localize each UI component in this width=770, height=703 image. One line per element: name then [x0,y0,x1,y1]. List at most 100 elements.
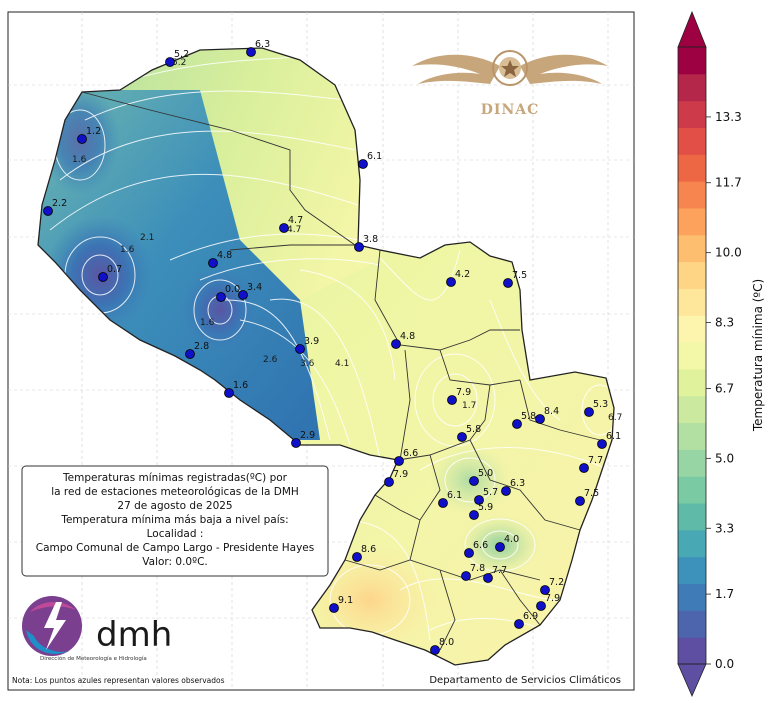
station-marker [329,603,339,613]
colorbar-tick-label: 8.3 [715,316,734,330]
station-marker [469,510,479,520]
station-marker [597,439,607,449]
station-marker [98,272,108,282]
footer-department: Departamento de Servicios Climáticos [429,674,621,686]
colorbar-tick-label: 11.7 [715,176,742,190]
station-value-label: 7.7 [588,455,603,466]
station-marker [483,573,493,583]
info-line-6: Campo Comunal de Campo Largo - President… [36,542,315,554]
colorbar-swatch [678,315,706,343]
station-marker [461,571,471,581]
station-marker [503,278,513,288]
station-marker [246,47,256,57]
colorbar-tick-label: 13.3 [715,110,742,124]
station-marker [279,223,289,233]
station-value-label: 6.6 [403,448,418,459]
colorbar-swatch [678,503,706,531]
station-value-label: 7.8 [470,563,485,574]
station-value-label: 4.8 [400,331,415,342]
station-value-label: 5.7 [483,487,498,498]
station-value-label: 8.6 [361,544,376,555]
station-value-label: 7.7 [492,565,507,576]
colorbar-swatch [678,154,706,182]
station-marker [535,414,545,424]
colorbar-swatch [678,583,706,611]
station-marker [446,277,456,287]
colorbar-min-arrow [677,663,707,697]
colorbar-swatch [678,181,706,209]
station-marker [185,349,195,359]
station-marker [358,159,368,169]
station-markers: 6.3 5.2 1.2 6.1 2.2 4.7 3.8 4.8 0.7 0.0 3.4 4.2 7.5 2… [43,39,621,655]
station-value-label: 4.2 [455,269,470,280]
station-marker [464,548,474,558]
station-marker [469,476,479,486]
station-value-label: 3.9 [304,336,319,347]
info-line-7: Valor: 0.0ºC. [142,556,207,568]
station-value-label: 2.2 [52,198,67,209]
station-value-label: 5.0 [478,468,493,479]
station-value-label: 5.8 [466,424,481,435]
station-value-label: 2.9 [300,430,315,441]
station-value-label: 6.1 [367,151,382,162]
colorbar-swatch [678,368,706,397]
info-line-5: Localidad : [147,528,204,540]
station-value-label: 5.9 [478,502,493,513]
contour-label: 6.7 [608,413,622,423]
station-marker [584,407,594,417]
station-value-label: 4.8 [217,250,232,261]
station-value-label: 6.1 [447,490,462,501]
station-marker [224,388,234,398]
station-value-label: 5.3 [593,399,608,410]
colorbar-swatch [678,610,706,638]
colorbar-swatch [678,342,706,370]
contour-label: 1.6 [200,318,215,328]
colorbar-tick-label: 0.0 [715,657,734,671]
station-value-label: 1.2 [86,126,101,137]
contour-label: 1.6 [120,245,135,255]
info-line-4: Temperatura mínima más baja a nivel país… [60,514,288,526]
station-marker [438,498,448,508]
footer-note: Nota: Los puntos azules representan valo… [12,676,225,685]
contour-labels: 5.2 1.6 2.1 1.6 4.7 1.6 2.6 3.6 4.1 1.7 6.7 [72,58,622,423]
dinac-logo: DINAC [412,50,608,118]
colorbar-tick-label: 1.7 [715,587,734,601]
station-value-label: 4.0 [504,534,519,545]
colorbar-swatch [678,422,706,450]
station-value-label: 6.3 [255,39,270,50]
station-value-label: 6.6 [473,540,488,551]
station-marker [575,496,585,506]
info-line-1: Temperaturas mínimas registradas(ºC) por [62,472,288,484]
colorbar-swatch [678,449,706,477]
station-value-label: 0.7 [107,264,122,275]
colorbar-swatch [678,127,706,155]
colorbar: 13.3 11.7 10.0 8.3 6.7 5.0 3.3 1.7 0.0 [677,10,742,697]
station-value-label: 4.7 [288,215,303,226]
station-marker [77,134,87,144]
station-marker [501,486,511,496]
dmh-logo-name: dmh [96,615,172,655]
colorbar-swatch [678,47,706,75]
station-marker [512,419,522,429]
colorbar-swatch [678,556,706,585]
station-value-label: 7.9 [393,469,408,480]
station-value-label: 6.9 [523,611,538,622]
station-value-label: 3.8 [363,234,378,245]
colorbar-swatch [678,73,706,102]
station-marker [540,585,550,595]
colorbar-swatch [678,207,706,236]
station-marker [514,619,524,629]
station-value-label: 8.0 [439,637,454,648]
station-value-label: 6.1 [606,431,621,442]
station-value-label: 7.5 [584,488,599,499]
contour-label: 2.1 [140,233,154,243]
station-marker [495,542,505,552]
station-marker [165,57,175,67]
colorbar-swatch [678,100,706,128]
colorbar-tick-label: 6.7 [715,381,734,395]
station-marker [295,344,305,354]
contour-label: 1.7 [462,401,476,411]
station-marker [579,463,589,473]
info-line-2: la red de estaciones meteorológicas de l… [51,486,299,498]
colorbar-swatch [678,529,706,558]
